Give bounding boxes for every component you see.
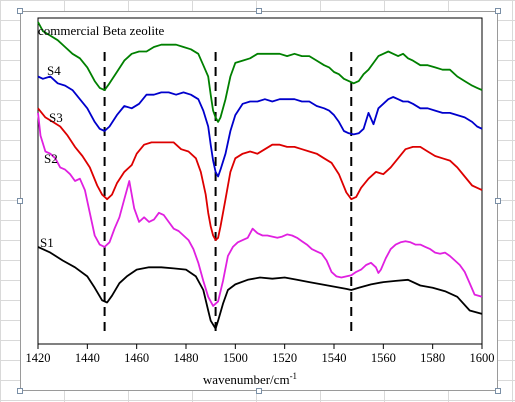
series-line-s4 [37, 75, 483, 178]
series-line-s3 [37, 107, 483, 241]
reference-lines [103, 52, 353, 332]
x-tick-label-1520: 1520 [272, 351, 297, 365]
series-label-s3: S3 [49, 110, 63, 125]
x-tick-label-1600: 1600 [470, 351, 495, 365]
x-tick-label-1420: 1420 [26, 351, 51, 365]
x-tick-label-1460: 1460 [124, 351, 149, 365]
series-line-s2 [37, 112, 483, 307]
x-axis-title: wavenumber/cm-1 [203, 371, 297, 387]
series-label-s2: S2 [44, 151, 58, 166]
x-tick-label-1480: 1480 [174, 351, 199, 365]
resize-handle-middle-left[interactable] [17, 198, 23, 204]
x-axis-title-superscript: -1 [290, 371, 298, 381]
x-axis: 1420 1440 1460 1480 1500 1520 1540 1560 1580 1600 [26, 344, 495, 365]
series-line-commercial-beta-zeolite [37, 21, 483, 123]
series-line-s1 [37, 246, 483, 330]
plot-area-border [37, 17, 483, 345]
x-tick-label-1580: 1580 [420, 351, 445, 365]
x-tick-label-1440: 1440 [75, 351, 100, 365]
resize-handle-top-middle[interactable] [256, 8, 262, 14]
resize-handle-bottom-middle[interactable] [256, 388, 262, 394]
resize-handle-bottom-left[interactable] [17, 388, 23, 394]
resize-handle-middle-right[interactable] [495, 198, 501, 204]
chart-area[interactable] [20, 11, 498, 391]
series-labels: S1 S2 S3 S4 commercial Beta zeolite [38, 23, 165, 250]
x-tick-label-1560: 1560 [371, 351, 396, 365]
series-label-commercial-beta-zeolite: commercial Beta zeolite [38, 23, 165, 38]
resize-handle-bottom-right[interactable] [495, 388, 501, 394]
x-tick-label-1500: 1500 [223, 351, 248, 365]
series-label-s4: S4 [47, 63, 61, 78]
x-tick-label-1540: 1540 [322, 351, 347, 365]
resize-handle-top-left[interactable] [17, 8, 23, 14]
resize-handle-top-right[interactable] [495, 8, 501, 14]
series-label-s1: S1 [40, 235, 54, 250]
series-layer [37, 21, 483, 330]
